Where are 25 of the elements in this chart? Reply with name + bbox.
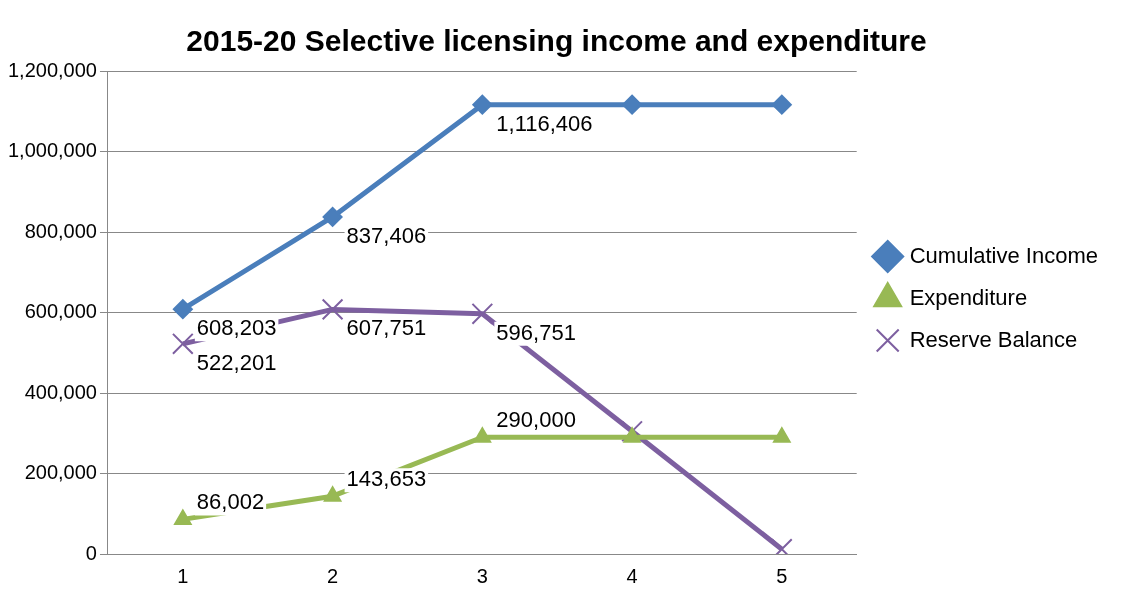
data-label: 608,203 (196, 315, 277, 341)
chart-title: 2015-20 Selective licensing income and expenditure (186, 24, 927, 58)
y-tick-label: 800,000 (24, 219, 97, 242)
x-tick-label: 2 (327, 564, 339, 587)
data-label: 1,116,406 (496, 110, 593, 136)
y-tick-label: 0 (85, 541, 97, 564)
data-label: 143,653 (346, 466, 427, 492)
legend-label: Reserve Balance (909, 326, 1078, 352)
y-tick-label: 400,000 (24, 380, 97, 403)
y-tick-label: 600,000 (24, 300, 97, 323)
x-tick-label: 1 (177, 564, 189, 587)
data-label: 607,751 (346, 315, 427, 341)
data-label: 86,002 (196, 489, 265, 515)
data-label: 290,000 (496, 407, 576, 433)
data-label: 596,751 (496, 319, 576, 345)
y-tick-label: 200,000 (24, 461, 97, 484)
x-tick-label: 3 (476, 564, 488, 587)
legend-label: Expenditure (909, 284, 1028, 310)
x-tick-label: 5 (776, 564, 788, 587)
data-label: 837,406 (346, 223, 427, 249)
y-tick-label: 1,200,000 (7, 58, 97, 81)
data-label: 522,201 (196, 349, 277, 375)
y-tick-label: 1,000,000 (7, 139, 97, 162)
legend-label: Cumulative Income (909, 242, 1099, 268)
x-tick-label: 4 (626, 564, 638, 587)
